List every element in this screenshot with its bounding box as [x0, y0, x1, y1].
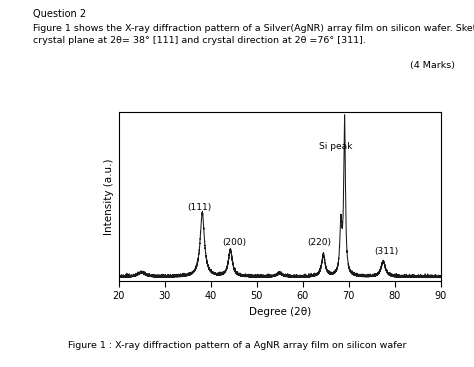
Text: Figure 1 : X-ray diffraction pattern of a AgNR array film on silicon wafer: Figure 1 : X-ray diffraction pattern of … — [68, 341, 406, 350]
Text: (200): (200) — [222, 238, 246, 247]
Text: (4 Marks): (4 Marks) — [410, 61, 455, 70]
Text: Question 2: Question 2 — [33, 9, 86, 19]
Text: (220): (220) — [307, 238, 331, 247]
Y-axis label: Intensity (a.u.): Intensity (a.u.) — [104, 158, 114, 235]
Text: Figure 1 shows the X-ray diffraction pattern of a Silver(AgNR) array film on sil: Figure 1 shows the X-ray diffraction pat… — [33, 24, 474, 45]
Text: Si peak: Si peak — [319, 142, 352, 151]
Text: (311): (311) — [374, 247, 398, 256]
X-axis label: Degree (2θ): Degree (2θ) — [248, 307, 311, 317]
Text: (111): (111) — [188, 203, 212, 212]
